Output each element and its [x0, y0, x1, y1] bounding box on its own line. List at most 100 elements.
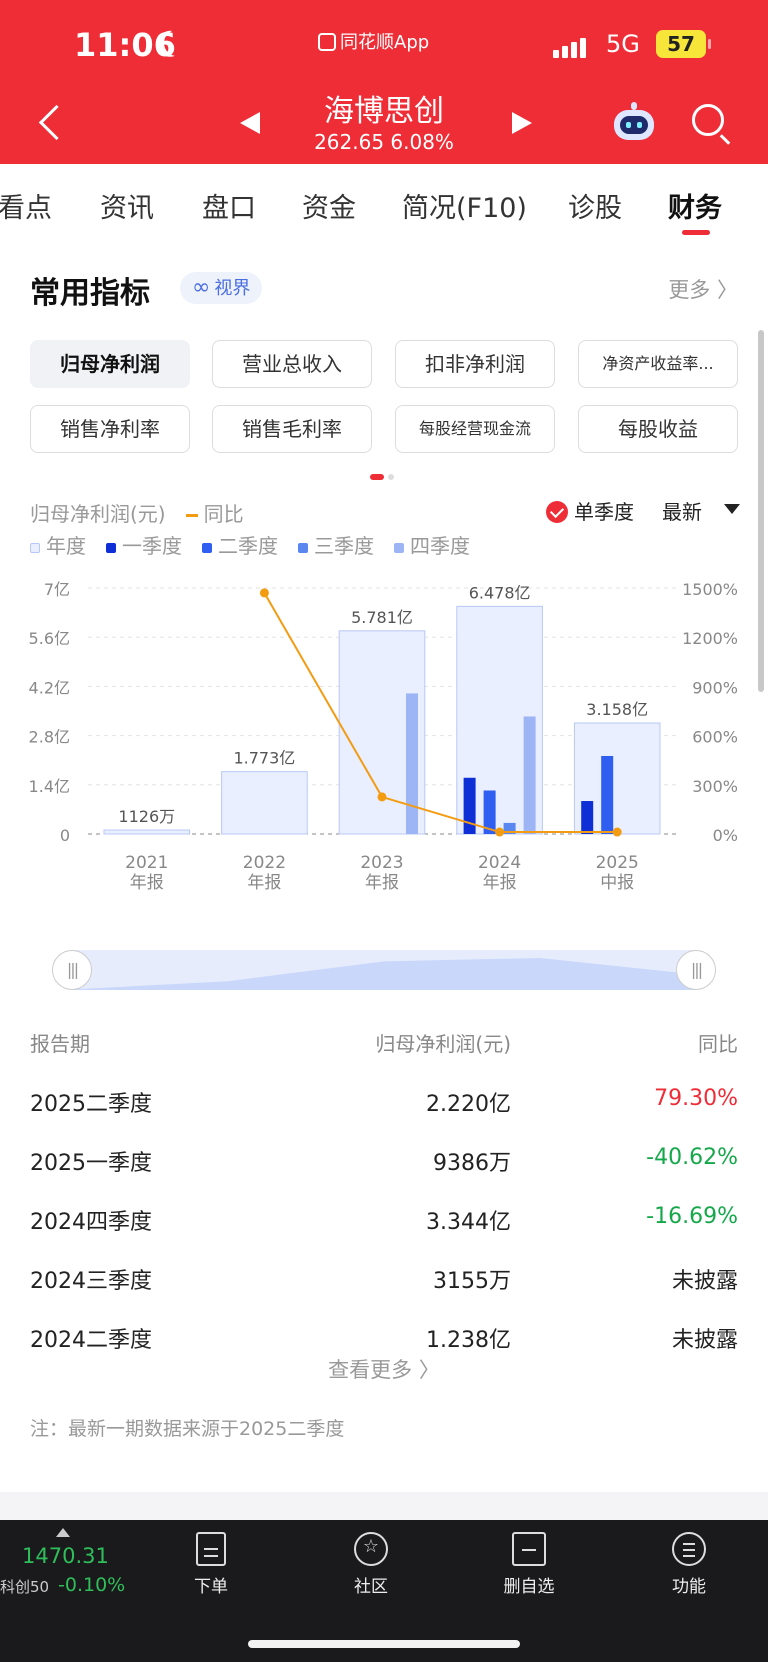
slider-track[interactable]: [72, 950, 696, 990]
table-row[interactable]: 2024四季度 3.344亿 -16.69%: [0, 1204, 768, 1260]
quarter-bar: [581, 801, 594, 834]
col-header-value: 归母净利润(元): [375, 1032, 511, 1056]
quarter-bar: [523, 716, 536, 834]
view-more-link[interactable]: 查看更多 〉: [328, 1358, 440, 1382]
chip-revenue[interactable]: 营业总收入: [212, 340, 372, 388]
remove-watchlist-button[interactable]: 删自选: [484, 1532, 574, 1597]
legend-q1[interactable]: 一季度: [106, 530, 182, 559]
yoy-point: [495, 827, 505, 837]
legend-q2[interactable]: 二季度: [202, 530, 278, 559]
finance-card: 常用指标 ∞ 视界 更多 〉 归母净利润 营业总收入 扣非净利润 净资产收益率..…: [0, 248, 768, 1492]
next-stock-button[interactable]: [512, 112, 532, 134]
check-icon: [546, 501, 568, 523]
chip-roe[interactable]: 净资产收益率...: [578, 340, 738, 388]
remove-watchlist-label: 删自选: [503, 1577, 555, 1597]
chip-net-profit[interactable]: 归母净利润: [30, 340, 190, 388]
table-row[interactable]: 2024二季度 1.238亿 未披露: [0, 1322, 768, 1378]
row-value: 9386万: [433, 1151, 511, 1176]
y-left-tick-label: 2.8亿: [29, 728, 70, 747]
chip-gross-margin[interactable]: 销售毛利率: [212, 405, 372, 453]
row-period: 2024四季度: [30, 1210, 152, 1235]
page-indicator: [370, 466, 398, 485]
row-value: 1.238亿: [426, 1328, 511, 1353]
single-quarter-toggle[interactable]: 单季度: [546, 496, 634, 525]
row-period: 2025二季度: [30, 1092, 152, 1117]
app-label-text: 同花顺App: [340, 32, 430, 53]
single-quarter-label: 单季度: [574, 500, 634, 524]
tab-f10[interactable]: 简况(F10): [402, 193, 527, 224]
chip-eps[interactable]: 每股收益: [578, 405, 738, 453]
search-icon[interactable]: [692, 104, 724, 136]
community-button[interactable]: 社区: [326, 1532, 416, 1597]
legend-swatch: [394, 542, 404, 553]
vision-button[interactable]: ∞ 视界: [180, 272, 263, 304]
y-right-tick-label: 300%: [692, 777, 738, 796]
legend-annual[interactable]: 年度: [30, 530, 86, 559]
community-star-icon: [354, 1532, 388, 1566]
ai-assistant-robot-icon[interactable]: [612, 102, 656, 140]
app-label: 同花顺App: [318, 28, 429, 54]
active-tab-indicator: [682, 230, 710, 235]
index-value[interactable]: 1470.31: [22, 1544, 109, 1568]
legend-q4[interactable]: 四季度: [394, 530, 470, 559]
x-tick-period: 年报: [483, 873, 517, 893]
tab-diagnosis[interactable]: 诊股: [568, 193, 622, 224]
legend-q3[interactable]: 三季度: [298, 530, 374, 559]
tab-finance[interactable]: 财务: [668, 193, 722, 224]
menu-icon: [672, 1532, 706, 1566]
yoy-line-swatch: [185, 514, 198, 517]
order-button[interactable]: 下单: [166, 1532, 256, 1597]
chip-deducted-profit[interactable]: 扣非净利润: [395, 340, 555, 388]
quarter-bar: [483, 790, 496, 834]
annual-value-label: 1.773亿: [233, 749, 295, 768]
more-link[interactable]: 更多 〉: [668, 278, 738, 302]
y-left-tick-label: 7亿: [44, 580, 70, 599]
latest-dropdown[interactable]: 最新: [662, 500, 702, 524]
functions-button[interactable]: 功能: [644, 1532, 734, 1597]
range-slider[interactable]: ||| |||: [52, 950, 716, 990]
slider-handle-left[interactable]: |||: [52, 950, 92, 990]
stock-quote: 262.65 6.08%: [314, 130, 454, 154]
col-header-yoy: 同比: [698, 1032, 738, 1056]
row-period: 2024二季度: [30, 1328, 152, 1353]
y-right-tick-label: 0%: [713, 826, 738, 845]
status-bar: 11:06 同花顺App 5G 57: [0, 0, 768, 84]
legend-swatch: [298, 542, 308, 553]
y-left-tick-label: 1.4亿: [29, 777, 70, 796]
chip-net-margin[interactable]: 销售净利率: [30, 405, 190, 453]
row-yoy: 79.30%: [654, 1086, 738, 1111]
slider-handle-right[interactable]: |||: [676, 950, 716, 990]
index-change[interactable]: -0.10%: [58, 1574, 126, 1596]
y-left-tick-label: 4.2亿: [29, 678, 70, 697]
row-yoy: 未披露: [671, 1328, 738, 1353]
row-yoy: -40.62%: [646, 1145, 738, 1170]
quarter-bar: [463, 777, 476, 834]
tab-news[interactable]: 资讯: [100, 193, 154, 224]
table-row[interactable]: 2025一季度 9386万 -40.62%: [0, 1145, 768, 1201]
tab-funds[interactable]: 资金: [302, 193, 356, 224]
row-yoy: -16.69%: [646, 1204, 738, 1229]
index-name[interactable]: 科创50: [0, 1578, 50, 1596]
table-row[interactable]: 2025二季度 2.220亿 79.30%: [0, 1086, 768, 1142]
index-expand-icon[interactable]: [56, 1528, 70, 1537]
row-value: 2.220亿: [426, 1092, 511, 1117]
scrollbar[interactable]: [758, 330, 764, 692]
caret-down-icon[interactable]: [724, 504, 740, 514]
tab-bar: 看点 资讯 盘口 资金 简况(F10) 诊股 财务: [0, 164, 768, 248]
col-header-period: 报告期: [30, 1032, 90, 1056]
section-title: 常用指标: [30, 276, 150, 311]
home-indicator[interactable]: [248, 1640, 520, 1648]
y-right-tick-label: 1200%: [682, 629, 738, 648]
community-label: 社区: [354, 1577, 388, 1597]
yoy-point: [259, 588, 269, 598]
prev-stock-button[interactable]: [240, 112, 260, 134]
yoy-point: [612, 827, 622, 837]
tab-highlights[interactable]: 看点: [0, 193, 52, 224]
chip-cashflow-per-share[interactable]: 每股经营现金流: [395, 405, 555, 453]
table-row[interactable]: 2024三季度 3155万 未披露: [0, 1263, 768, 1319]
y-right-tick-label: 600%: [692, 728, 738, 747]
functions-label: 功能: [672, 1577, 706, 1597]
back-button[interactable]: [36, 100, 64, 140]
tab-order-book[interactable]: 盘口: [202, 193, 256, 224]
profit-chart[interactable]: 7亿 1500% 5.6亿 1200% 4.2亿 900% 2.8亿 600% 1.4亿 300%…: [0, 568, 768, 918]
